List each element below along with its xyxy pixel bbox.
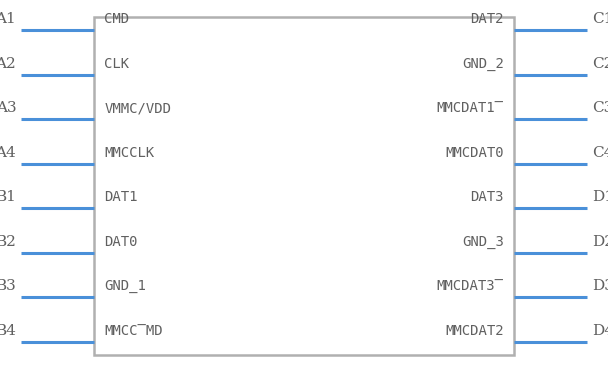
Text: VMMC/VDD: VMMC/VDD [104, 101, 171, 115]
Text: MMCDAT3̅: MMCDAT3̅ [437, 279, 504, 293]
Text: MMCDAT0: MMCDAT0 [445, 146, 504, 160]
Text: D4: D4 [592, 324, 608, 338]
Text: GND_1: GND_1 [104, 279, 146, 293]
Text: A1: A1 [0, 12, 16, 26]
Text: MMCCLK: MMCCLK [104, 146, 154, 160]
Text: GND_3: GND_3 [462, 235, 504, 249]
Text: MMCDAT1̅: MMCDAT1̅ [437, 101, 504, 115]
Text: B3: B3 [0, 279, 16, 293]
Text: DAT3: DAT3 [470, 190, 504, 204]
Text: DAT0: DAT0 [104, 235, 138, 249]
Text: DAT2: DAT2 [470, 12, 504, 26]
Text: MMCC̅MD: MMCC̅MD [104, 324, 163, 338]
Text: D1: D1 [592, 190, 608, 204]
Text: GND_2: GND_2 [462, 57, 504, 71]
Text: CLK: CLK [104, 57, 130, 71]
Text: A4: A4 [0, 146, 16, 160]
Text: A2: A2 [0, 57, 16, 71]
Text: B4: B4 [0, 324, 16, 338]
Text: B2: B2 [0, 235, 16, 249]
Text: D2: D2 [592, 235, 608, 249]
Text: A3: A3 [0, 101, 16, 115]
Text: C3: C3 [592, 101, 608, 115]
Text: C2: C2 [592, 57, 608, 71]
Bar [94, 17, 514, 355]
Text: CMD: CMD [104, 12, 130, 26]
Text: DAT1: DAT1 [104, 190, 138, 204]
Text: MMCDAT2: MMCDAT2 [445, 324, 504, 338]
Text: B1: B1 [0, 190, 16, 204]
Text: D3: D3 [592, 279, 608, 293]
Text: C1: C1 [592, 12, 608, 26]
Text: C4: C4 [592, 146, 608, 160]
